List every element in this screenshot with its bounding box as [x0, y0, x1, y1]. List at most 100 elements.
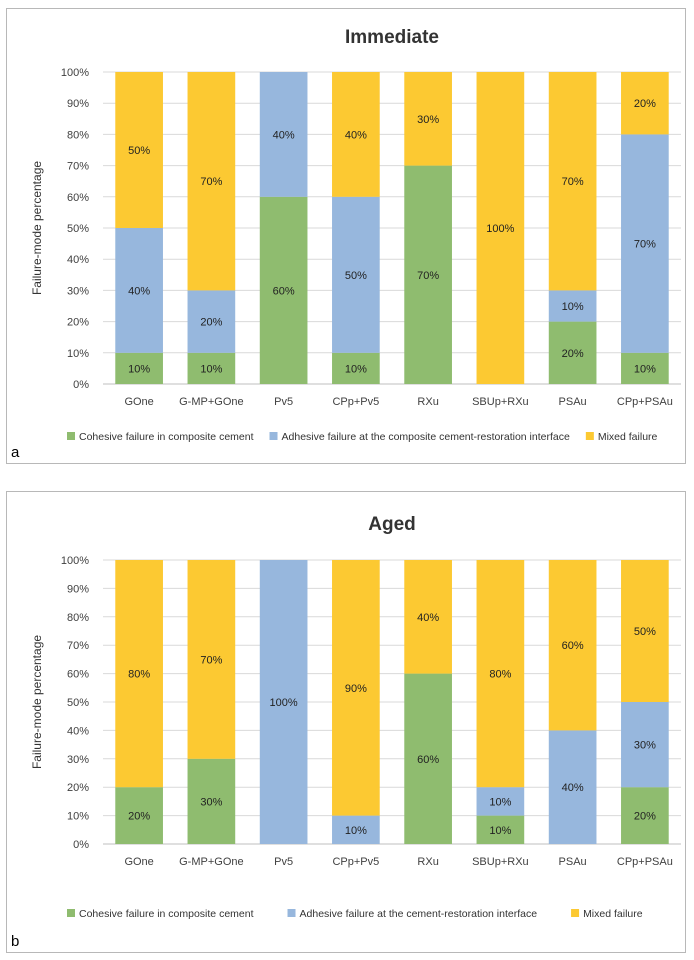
bar-segment — [404, 560, 452, 674]
y-tick-label: 50% — [67, 697, 89, 709]
y-tick-label: 30% — [67, 285, 89, 297]
y-tick-label: 90% — [67, 583, 89, 595]
y-tick-label: 100% — [61, 555, 89, 567]
bar-segment — [476, 560, 525, 788]
x-tick-label: CPp+PSAu — [617, 856, 673, 868]
y-axis-label: Failure-mode percentage — [30, 635, 44, 769]
bar-segment — [332, 815, 380, 844]
data-label: 20% — [562, 348, 584, 360]
legend-swatch — [269, 432, 278, 440]
data-label: 50% — [634, 626, 656, 638]
legend-swatch — [287, 909, 296, 917]
y-tick-label: 40% — [67, 725, 89, 737]
data-label: 30% — [634, 740, 656, 752]
x-tick-label: Pv5 — [274, 396, 293, 408]
bar-segment — [115, 228, 163, 353]
chart-title: Aged — [368, 514, 416, 535]
chart-title: Immediate — [345, 27, 439, 48]
x-tick-label: SBUp+RXu — [472, 856, 529, 868]
bar-segment — [259, 560, 308, 844]
data-label: 10% — [345, 825, 367, 837]
data-label: 60% — [562, 640, 584, 652]
y-tick-label: 80% — [67, 129, 89, 141]
x-tick-label: CPp+Pv5 — [332, 396, 379, 408]
data-label: 40% — [417, 612, 439, 624]
bar-segment — [332, 560, 380, 816]
y-tick-label: 10% — [67, 811, 89, 823]
data-label: 50% — [345, 270, 367, 282]
y-axis-label: Failure-mode percentage — [30, 161, 44, 295]
data-label: 70% — [417, 270, 439, 282]
y-tick-label: 70% — [67, 640, 89, 652]
legend-swatch — [67, 432, 75, 440]
y-tick-label: 0% — [73, 379, 89, 391]
bar-segment — [548, 730, 597, 844]
bar-segment — [332, 352, 380, 384]
y-tick-label: 100% — [61, 67, 89, 79]
legend-entry: Adhesive failure at the composite cement… — [282, 431, 570, 443]
data-label: 90% — [345, 683, 367, 695]
bar-segment — [259, 72, 308, 197]
legend-entry: Cohesive failure in composite cement — [79, 908, 254, 920]
data-label: 100% — [486, 223, 514, 235]
data-label: 60% — [417, 754, 439, 766]
data-label: 20% — [634, 98, 656, 110]
data-label: 10% — [634, 363, 656, 375]
data-label: 70% — [200, 176, 222, 188]
x-tick-label: RXu — [417, 396, 438, 408]
bar-segment — [187, 758, 236, 844]
data-label: 100% — [270, 697, 298, 709]
x-tick-label: PSAu — [559, 396, 587, 408]
x-tick-label: G-MP+GOne — [179, 856, 244, 868]
bar-segment — [621, 134, 669, 353]
chart-aged: Aged 0% 10% 20% 30% 40% 50% 60% 70% 80% 90% 100% Fai… — [30, 514, 681, 920]
legend-swatch — [585, 432, 594, 440]
data-label: 40% — [128, 285, 150, 297]
data-label: 30% — [417, 114, 439, 126]
bar-segment — [187, 72, 236, 291]
data-label: 10% — [128, 363, 150, 375]
data-label: 40% — [273, 129, 295, 141]
chart-immediate: Immediate 0% 10% 20% 30% 40% 50% 60% 70% 80% 90% 10… — [30, 27, 681, 443]
bar-segment — [332, 196, 380, 353]
x-tick-label: PSAu — [559, 856, 587, 868]
bar-segment — [115, 787, 163, 844]
data-label: 10% — [489, 825, 511, 837]
data-label: 80% — [128, 669, 150, 681]
bar-segment — [548, 560, 597, 731]
bar-segment — [476, 815, 525, 844]
bar-segment — [115, 72, 163, 228]
y-tick-label: 50% — [67, 223, 89, 235]
y-tick-label: 60% — [67, 192, 89, 204]
data-label: 60% — [273, 285, 295, 297]
y-tick-label: 70% — [67, 161, 89, 173]
legend-swatch — [571, 909, 580, 917]
data-label: 10% — [562, 301, 584, 313]
bar-segment — [548, 290, 597, 322]
x-tick-label: GOne — [124, 396, 153, 408]
legend-entry: Adhesive failure at the cement-restorati… — [300, 908, 538, 920]
bar-segment — [187, 560, 236, 759]
bar-segment — [621, 352, 669, 384]
x-tick-label: Pv5 — [274, 856, 293, 868]
data-label: 40% — [562, 782, 584, 794]
data-label: 30% — [200, 796, 222, 808]
data-label: 20% — [634, 811, 656, 823]
bar-segment — [621, 702, 669, 788]
bar-segment — [548, 321, 597, 384]
y-tick-label: 30% — [67, 754, 89, 766]
x-tick-label: CPp+PSAu — [617, 396, 673, 408]
data-label: 20% — [200, 317, 222, 329]
legend-entry: Mixed failure — [583, 908, 643, 920]
data-label: 10% — [345, 363, 367, 375]
bar-segment — [187, 290, 236, 353]
bar-segment — [621, 787, 669, 844]
bar-segment — [476, 72, 525, 384]
data-label: 70% — [562, 176, 584, 188]
data-label: 10% — [489, 796, 511, 808]
legend-swatch — [67, 909, 75, 917]
panel-label: b — [11, 933, 20, 950]
y-tick-label: 90% — [67, 98, 89, 110]
x-tick-label: SBUp+RXu — [472, 396, 529, 408]
chart-panel-immediate: Immediate 0% 10% 20% 30% 40% 50% 60% 70% 80% 90% 10… — [6, 8, 686, 464]
